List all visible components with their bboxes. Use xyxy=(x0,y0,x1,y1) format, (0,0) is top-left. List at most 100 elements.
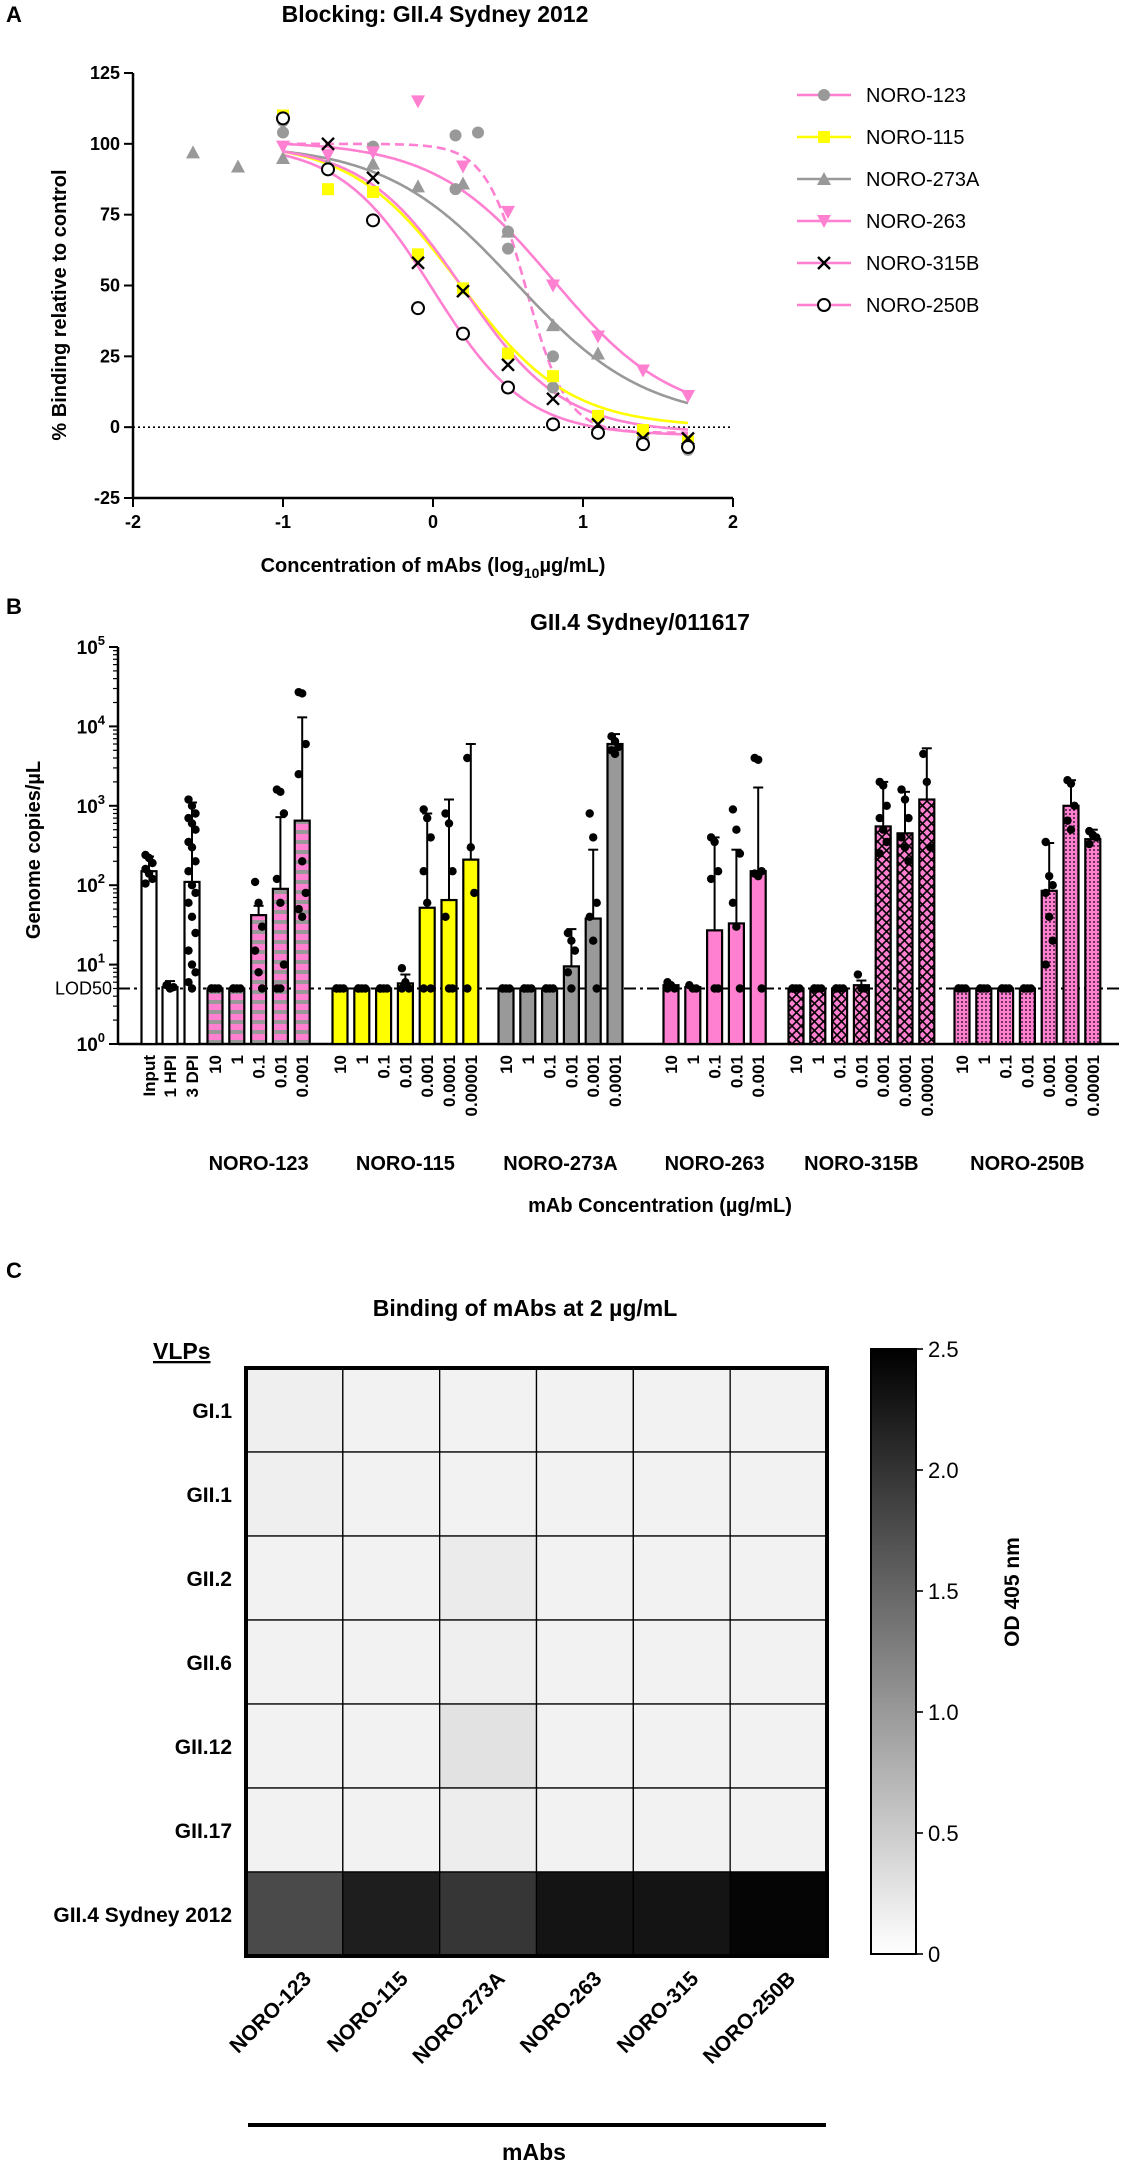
x-tick-label: 0.1 xyxy=(706,1055,725,1079)
data-point-noro-115 xyxy=(592,409,604,422)
data-point xyxy=(187,819,197,828)
data-point xyxy=(589,936,598,945)
data-point xyxy=(563,968,573,977)
legend-label-noro-263: NORO-263 xyxy=(866,211,966,233)
bar-noro-250b xyxy=(975,987,993,1046)
x-tick-label: 0.01 xyxy=(852,1055,871,1088)
heatmap-cell xyxy=(342,1535,441,1621)
data-point xyxy=(983,984,992,993)
data-point-noro-315b xyxy=(546,391,560,406)
column-label-noro-115: NORO-115 xyxy=(323,1967,413,2057)
data-point xyxy=(1048,936,1057,945)
colorbar-label: OD 405 nm xyxy=(1001,1537,1024,1647)
heatmap-cell xyxy=(632,1619,731,1705)
bar-noro-115 xyxy=(462,858,480,1046)
data-point xyxy=(250,946,260,955)
x-tick-label: 0.1 xyxy=(541,1055,560,1079)
colorbar-tick-label: 2.0 xyxy=(928,1458,959,1483)
data-point-noro-263 xyxy=(456,160,470,174)
data-point xyxy=(191,857,200,866)
heatmap-cell xyxy=(535,1703,634,1789)
x-tick-label: -2 xyxy=(125,512,141,532)
data-point xyxy=(610,749,620,759)
bar-noro-315b xyxy=(830,987,849,1046)
data-point xyxy=(1045,912,1054,921)
data-point xyxy=(900,843,910,852)
data-point-noro-250b xyxy=(276,111,290,126)
data-point xyxy=(713,867,723,876)
data-point xyxy=(250,877,260,887)
x-tick-label: 0.001 xyxy=(584,1055,603,1098)
data-point xyxy=(1070,801,1079,810)
row-label-gii-17: GII.17 xyxy=(175,1820,232,1843)
heatmap-cell xyxy=(632,1703,731,1789)
data-point xyxy=(441,912,450,921)
data-point-noro-115 xyxy=(322,183,334,196)
panel-b-title: GII.4 Sydney/011617 xyxy=(530,609,750,635)
data-point-noro-115 xyxy=(547,370,559,383)
heatmap-border xyxy=(244,1366,829,1958)
x-tick-label: 0.00001 xyxy=(1084,1055,1103,1116)
bar-noro-273a xyxy=(497,987,515,1046)
heatmap-cell xyxy=(729,1787,828,1873)
bar-noro-263 xyxy=(684,986,702,1046)
panel-c-heatmap: Binding of mAbs at 2 µg/mL VLPs mAbs GI.… xyxy=(53,1295,1024,2165)
data-point xyxy=(169,982,178,992)
data-point-noro-263 xyxy=(501,205,515,219)
data-point xyxy=(527,984,536,993)
data-point xyxy=(298,912,307,921)
heatmap-cell xyxy=(439,1871,538,1957)
heatmap-cell xyxy=(245,1871,344,1957)
fit-curve-noro-115 xyxy=(282,150,689,425)
data-point xyxy=(214,984,223,993)
x-tick-label: 10 xyxy=(497,1055,516,1074)
data-point-noro-115 xyxy=(502,347,514,360)
data-point xyxy=(904,813,913,823)
bar-noro-263 xyxy=(749,870,767,1046)
legend-label-noro-250b: NORO-250B xyxy=(866,295,979,317)
data-point xyxy=(404,984,414,993)
data-point-noro-123 xyxy=(502,242,514,255)
x-tick-label: 0.1 xyxy=(375,1055,394,1079)
x-tick-label: 1 HPI xyxy=(161,1055,180,1098)
data-point xyxy=(1085,839,1094,849)
data-point xyxy=(272,874,282,884)
heatmap-cell xyxy=(245,1451,344,1537)
data-point xyxy=(184,898,193,908)
fit-curve-noro-273a xyxy=(282,150,689,405)
group-label-noro-250b: NORO-250B xyxy=(970,1153,1084,1175)
heatmap-cell xyxy=(535,1787,634,1873)
data-point xyxy=(187,960,197,969)
data-point-noro-273a xyxy=(501,224,515,238)
data-point xyxy=(1063,816,1072,825)
x-tick-label: 0.001 xyxy=(418,1055,437,1098)
bar-noro-273a xyxy=(540,987,559,1046)
heatmap-cell xyxy=(729,1619,828,1705)
data-point xyxy=(375,984,385,993)
panel-a-xlabel-sub: 10 xyxy=(524,565,540,581)
data-point xyxy=(187,881,197,890)
data-point xyxy=(592,984,601,993)
bar-noro-250b xyxy=(1084,838,1102,1046)
x-tick-label: 10 xyxy=(953,1055,972,1074)
x-tick-label: 1 xyxy=(975,1055,994,1064)
data-point-noro-273a xyxy=(411,179,425,193)
bar-noro-115 xyxy=(440,898,458,1046)
data-point xyxy=(279,809,289,818)
x-tick-label: 0.00001 xyxy=(918,1055,937,1116)
y-tick-label: 25 xyxy=(100,346,120,366)
y-tick-label: 75 xyxy=(100,205,120,225)
data-point-noro-273a xyxy=(456,176,470,190)
data-point xyxy=(423,813,432,823)
data-point xyxy=(397,964,407,973)
data-point xyxy=(229,984,238,993)
x-tick-label: 1 xyxy=(519,1055,538,1064)
bar-noro-273a xyxy=(606,742,624,1046)
panel-c-row-header: VLPs xyxy=(153,1338,211,1364)
bar-noro-115 xyxy=(418,906,436,1046)
column-label-noro-273a: NORO-273A xyxy=(408,1967,509,2068)
data-point-noro-250b xyxy=(591,425,605,440)
data-point xyxy=(236,984,245,993)
x-tick-label: 10 xyxy=(787,1055,806,1074)
data-point-noro-250b xyxy=(501,380,515,395)
